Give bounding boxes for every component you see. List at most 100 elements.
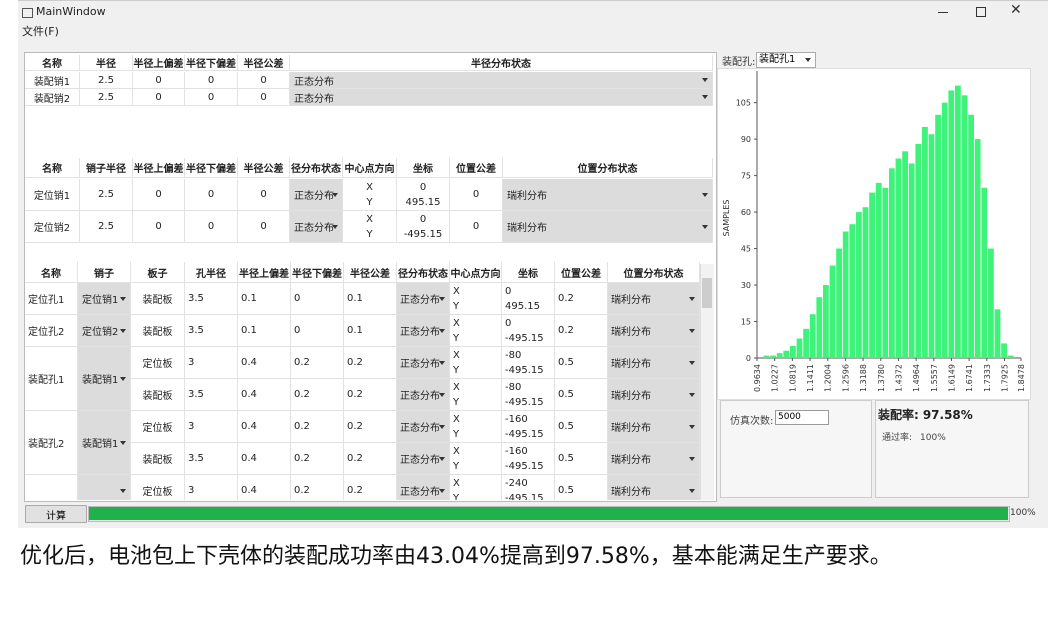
cell-text: -495.15 xyxy=(505,461,544,472)
header-text: 位置公差 xyxy=(561,268,601,280)
maximize-button[interactable] xyxy=(976,7,986,17)
table-cell[interactable]: 正态分布 xyxy=(397,379,450,411)
table-cell[interactable]: 正态分布 xyxy=(397,443,450,475)
cell-text: 定位销2 xyxy=(82,327,119,338)
close-button[interactable]: ✕ xyxy=(1010,2,1022,18)
header-text: 径分布状态 xyxy=(291,164,341,175)
cell-text: 0.4 xyxy=(241,357,257,368)
stats-box-right xyxy=(875,400,1029,498)
header-text: 半径下偏差 xyxy=(186,59,236,70)
table-cell: 0.2 xyxy=(344,347,397,379)
cell-line: -80 xyxy=(505,380,521,395)
table-cell: 0 xyxy=(450,211,503,243)
column-header: 半径下偏差 xyxy=(185,158,238,178)
count-input[interactable]: 5000 xyxy=(775,410,829,425)
table-cell[interactable] xyxy=(78,475,131,500)
cell-text: 正态分布 xyxy=(400,455,440,466)
table-cell[interactable]: 正态分布 xyxy=(397,347,450,379)
table-cell: 0 xyxy=(133,179,185,211)
table-cell[interactable]: 正态分布 xyxy=(397,283,450,315)
table-cell[interactable]: 正态分布 xyxy=(290,72,713,89)
cell-text: 0 xyxy=(260,189,267,200)
value-text: 97.58% xyxy=(922,408,973,422)
scroll-thumb[interactable] xyxy=(702,278,712,308)
table-cell[interactable]: 定位销2 xyxy=(78,315,131,347)
table-cell[interactable]: 瑞利分布 xyxy=(503,211,713,243)
cell-text: 装配孔1 xyxy=(28,375,65,386)
x-tick-label: 1.3780 xyxy=(877,364,886,392)
table-cell[interactable]: 装配销1 xyxy=(78,347,131,411)
y-tick-label: 15 xyxy=(741,318,751,327)
header-text: 半径上偏差 xyxy=(133,164,184,175)
menu-file[interactable]: 文件(F) xyxy=(22,25,59,38)
header-text: 半径分布状态 xyxy=(471,59,531,70)
table-cell[interactable]: 瑞利分布 xyxy=(503,179,713,211)
table-cell: 0.2 xyxy=(291,443,344,475)
bar xyxy=(1001,343,1008,358)
table-cell: 装配孔1 xyxy=(25,347,78,411)
table-cell: 0.2 xyxy=(291,379,344,411)
bar xyxy=(842,231,849,358)
table-cell[interactable]: 瑞利分布 xyxy=(608,475,700,500)
selector-combo[interactable]: 装配孔1 xyxy=(756,52,816,68)
table-cell[interactable]: 瑞利分布 xyxy=(608,315,700,347)
count-label: 仿真次数: xyxy=(730,412,773,427)
table-cell: -80 -495.15 xyxy=(502,347,555,379)
dropdown-arrow xyxy=(702,78,708,82)
minimize-button[interactable] xyxy=(938,12,948,13)
cell-line: X xyxy=(453,380,460,395)
column-header: 位置分布状态 xyxy=(503,158,713,178)
cell-text: 正态分布 xyxy=(294,191,334,202)
table-cell: 0.1 xyxy=(344,283,397,315)
column-header: 孔半径 xyxy=(185,262,238,283)
table-cell[interactable]: 瑞利分布 xyxy=(608,283,700,315)
label-text: 装配率: xyxy=(878,408,919,422)
cell-text: -240 xyxy=(505,478,528,489)
cell-line: X xyxy=(453,348,460,363)
table-cell: 2.5 xyxy=(80,179,133,211)
table-cell: 0 xyxy=(291,315,344,347)
table-cell[interactable]: 定位销1 xyxy=(78,283,131,315)
table-cell: 定位孔1 xyxy=(25,283,78,315)
table-cell[interactable]: 装配销1 xyxy=(78,411,131,475)
table-cell[interactable]: 正态分布 xyxy=(290,89,713,106)
header-text: 坐标 xyxy=(518,268,538,280)
caption-text: 优化后，电池包上下壳体的装配成功率由43.04%提高到97.58%，基本能满足生… xyxy=(20,544,892,569)
bar xyxy=(875,182,882,358)
table-cell[interactable]: 正态分布 xyxy=(397,411,450,443)
cell-text: 瑞利分布 xyxy=(507,223,547,234)
table-cell[interactable]: 正态分布 xyxy=(397,475,450,500)
table-cell: 装配板 xyxy=(131,315,185,347)
bar xyxy=(783,350,790,358)
table-cell[interactable]: 瑞利分布 xyxy=(608,411,700,443)
table-cell[interactable]: 正态分布 xyxy=(290,211,343,243)
bar xyxy=(955,85,961,359)
cell-text: 装配孔2 xyxy=(28,439,65,450)
scrollbar[interactable] xyxy=(700,264,714,500)
cell-text: 瑞利分布 xyxy=(611,327,651,338)
table-cell: 0 495.15 xyxy=(397,179,450,211)
table-cell: 2.5 xyxy=(80,211,133,243)
cell-text: 0.4 xyxy=(241,485,257,496)
cell-text: 定位板 xyxy=(142,487,173,498)
table-cell[interactable]: 瑞利分布 xyxy=(608,443,700,475)
table-cell: 0 xyxy=(185,179,238,211)
cell-text: 0 xyxy=(207,91,215,103)
cell-text: 0.2 xyxy=(347,357,363,368)
button-text: 计算 xyxy=(46,510,66,522)
compute-button[interactable]: 计算 xyxy=(25,505,87,523)
bar xyxy=(915,143,922,358)
cell-line: X xyxy=(453,316,460,331)
cell-text: 瑞利分布 xyxy=(507,191,547,202)
combo-text: 装配孔1 xyxy=(759,54,796,65)
cell-text: X xyxy=(453,382,460,393)
table-cell[interactable]: 瑞利分布 xyxy=(608,347,700,379)
table-cell: 0.2 xyxy=(344,443,397,475)
table-cell[interactable]: 正态分布 xyxy=(397,315,450,347)
input-text: 5000 xyxy=(778,412,801,422)
table-cell[interactable]: 正态分布 xyxy=(290,179,343,211)
cell-text: 3.5 xyxy=(188,293,204,304)
cell-text: 定位销1 xyxy=(82,295,119,306)
table-cell[interactable]: 瑞利分布 xyxy=(608,379,700,411)
